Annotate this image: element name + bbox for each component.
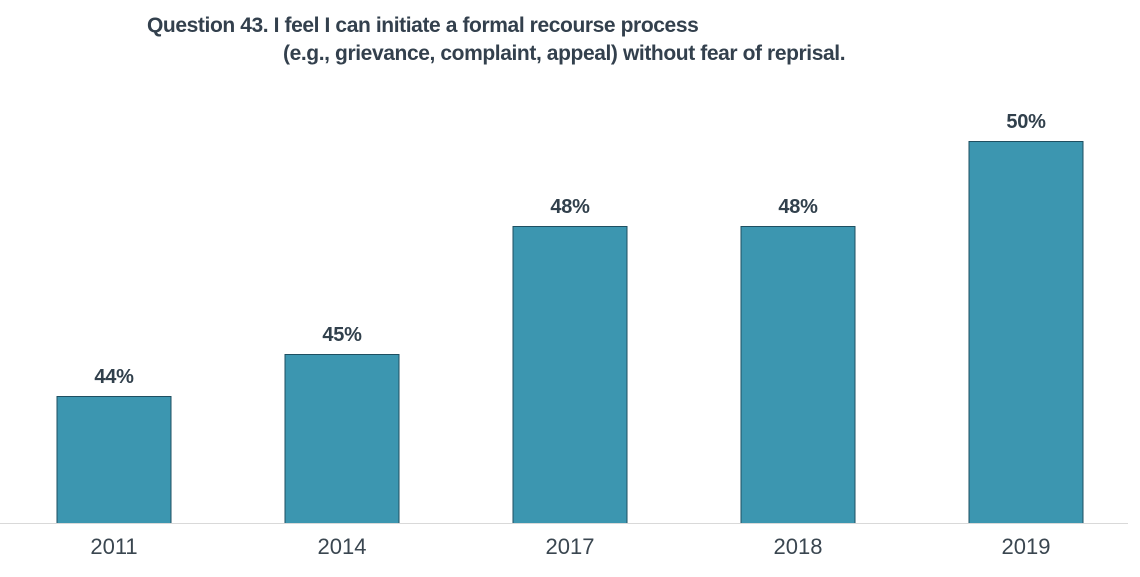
bar-value-label: 50% xyxy=(1006,111,1046,133)
bar xyxy=(968,141,1084,524)
bar-value-label: 48% xyxy=(550,196,590,218)
x-axis-labels: 2011 2014 2017 2018 2019 xyxy=(0,534,1140,564)
bar-group: 48% xyxy=(684,0,912,524)
bar xyxy=(512,226,628,524)
x-tick-label: 2014 xyxy=(317,534,367,559)
bar-group: 50% xyxy=(912,0,1140,524)
bar-group: 44% xyxy=(0,0,228,524)
bar xyxy=(56,396,172,524)
bar-value-label: 48% xyxy=(778,196,818,218)
plot-area: 44% 45% 48% 48% 50% xyxy=(0,0,1140,524)
x-tick-label: 2019 xyxy=(1001,534,1051,559)
bar xyxy=(284,354,400,524)
bar-value-label: 44% xyxy=(94,366,134,388)
bar-group: 48% xyxy=(456,0,684,524)
x-tick-label: 2011 xyxy=(90,534,138,559)
bar-value-label: 45% xyxy=(322,324,362,346)
x-tick-label: 2018 xyxy=(773,534,823,559)
chart-title-line2: (e.g., grievance, complaint, appeal) wit… xyxy=(283,42,846,65)
bar-group: 45% xyxy=(228,0,456,524)
bar xyxy=(740,226,856,524)
x-axis-line xyxy=(0,523,1128,524)
chart-title-line1: Question 43. I feel I can initiate a for… xyxy=(147,14,699,37)
x-tick-label: 2017 xyxy=(545,534,595,559)
